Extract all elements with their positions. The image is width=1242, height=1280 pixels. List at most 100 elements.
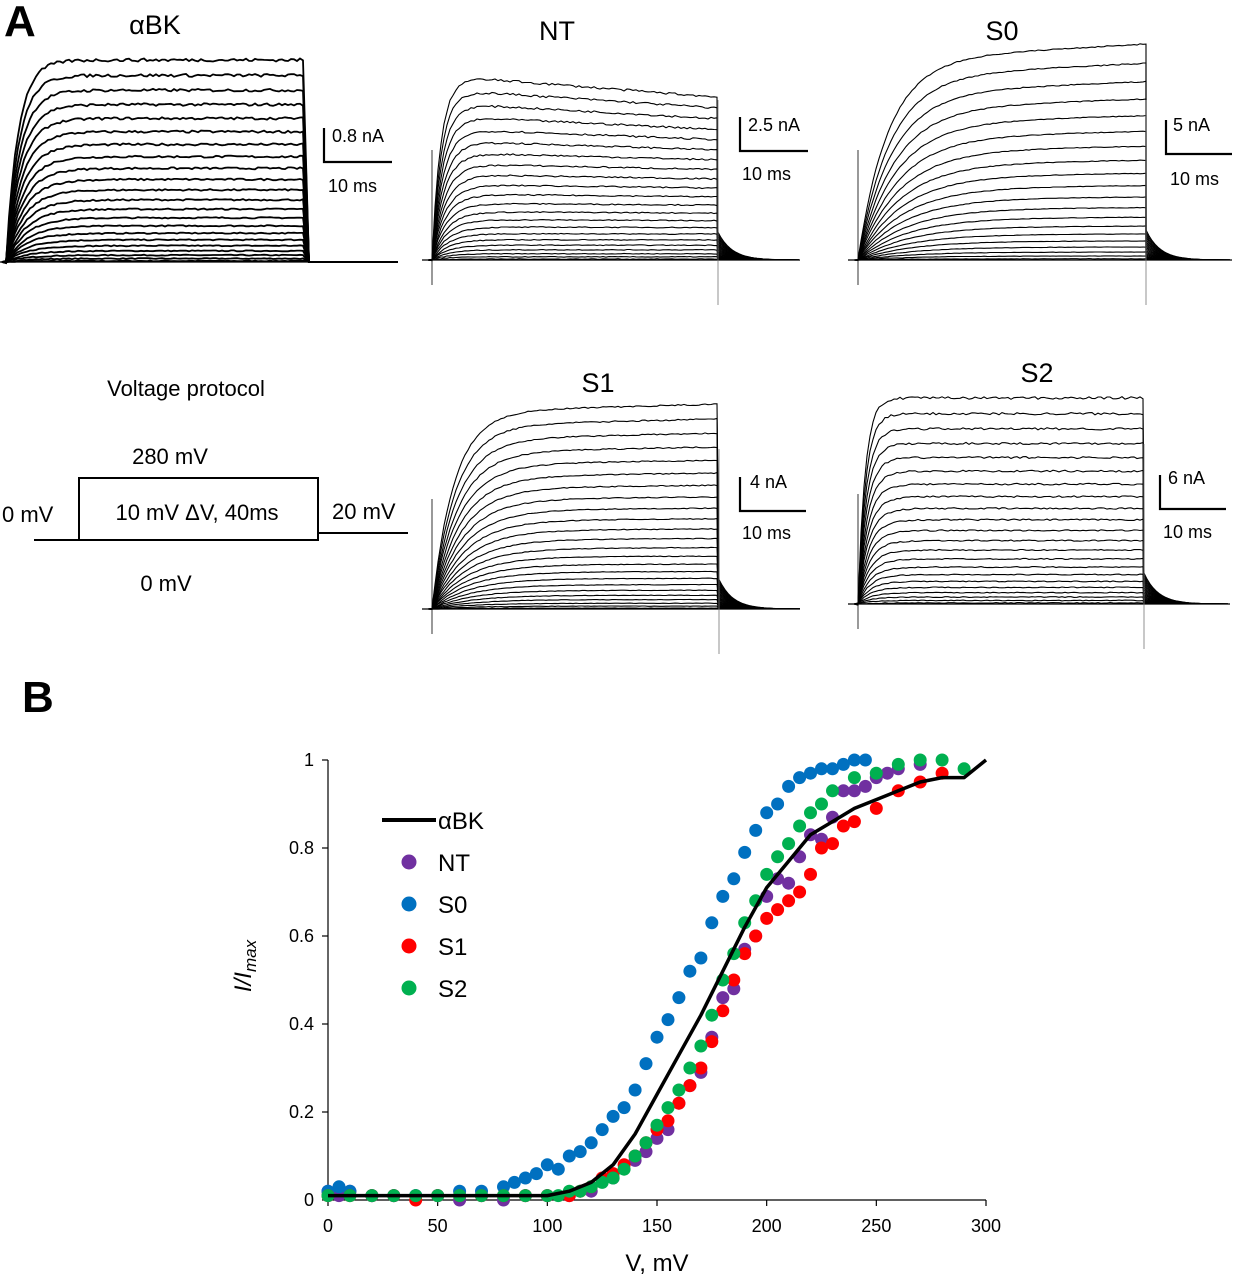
x-tick-label: 0 (323, 1216, 333, 1236)
current-traces-nt (422, 78, 800, 305)
data-point-S1 (705, 1035, 719, 1049)
current-trace (1, 238, 398, 264)
legend: αBK NT S0 S1 S2 (382, 808, 484, 1003)
current-trace (1, 102, 398, 264)
current-trace (853, 196, 1230, 261)
data-point-S0 (804, 766, 817, 780)
data-point-S1 (727, 973, 741, 987)
fit-line (328, 758, 988, 1198)
data-point-S2 (661, 1101, 675, 1115)
data-point-S2 (891, 757, 905, 771)
current-trace (853, 427, 1228, 606)
data-point-S0 (584, 1136, 598, 1150)
current-trace (853, 396, 1228, 606)
current-trace (427, 432, 800, 610)
data-point-S2 (826, 784, 839, 798)
data-point-S0 (782, 779, 796, 793)
current-traces-abk (0, 57, 398, 265)
current-trace (427, 78, 799, 262)
data-point-S1 (683, 1079, 697, 1093)
data-point-S2 (650, 1118, 664, 1132)
data-point-S1 (836, 819, 850, 833)
legend-swatch-S2 (401, 980, 417, 996)
legend-label-S0: S0 (438, 892, 467, 919)
protocol-step-label: 10 mV ΔV, 40ms (115, 500, 278, 525)
data-point-S0 (595, 1123, 609, 1137)
data-point-S2 (782, 837, 796, 851)
data-point-S0 (562, 1149, 576, 1163)
scale-current-s0: 5 nA (1173, 115, 1210, 135)
data-point-S1 (771, 903, 785, 917)
trace-title-s2: S2 (1020, 358, 1053, 388)
scale-bar-abk: 0.8 nA 10 ms (322, 126, 392, 196)
data-point-S0 (628, 1083, 642, 1097)
data-point-NT (836, 784, 850, 798)
data-point-S0 (771, 797, 785, 811)
trace-title-nt: NT (539, 16, 575, 46)
current-trace (1, 253, 398, 263)
data-point-S1 (738, 947, 752, 961)
x-tick-label: 250 (861, 1216, 891, 1236)
y-tick-label: 1 (304, 750, 314, 770)
data-point-S0 (760, 806, 774, 820)
data-point-S0 (793, 771, 807, 785)
current-trace (2, 154, 398, 263)
current-trace (1, 166, 398, 264)
y-axis-title-main: I/I (230, 972, 257, 992)
current-trace (1, 129, 398, 264)
data-point-S1 (749, 929, 763, 943)
data-point-S2 (913, 753, 927, 767)
current-trace (853, 184, 1230, 261)
data-point-S1 (694, 1061, 708, 1075)
data-point-S1 (716, 1004, 730, 1018)
data-point-S0 (661, 1013, 675, 1027)
current-trace (853, 566, 1228, 605)
data-point-S0 (639, 1057, 653, 1071)
current-trace (1, 259, 398, 264)
scale-current-s1: 4 nA (750, 472, 787, 492)
data-point-S1 (782, 894, 796, 908)
scale-time-s2: 10 ms (1163, 522, 1212, 542)
current-trace (1, 142, 398, 263)
scale-time-abk: 10 ms (328, 176, 377, 196)
panel-label-a: A (4, 0, 36, 46)
data-point-S2 (683, 1061, 697, 1075)
data-point-S2 (617, 1162, 631, 1176)
scale-time-s1: 10 ms (742, 523, 791, 543)
current-trace (1, 257, 398, 263)
data-point-S2 (935, 753, 949, 767)
trace-title-s1: S1 (581, 368, 614, 398)
current-trace (427, 174, 799, 261)
current-trace (427, 118, 799, 261)
data-point-S0 (727, 872, 741, 886)
legend-swatch-S0 (401, 896, 417, 912)
current-traces-s2 (848, 396, 1230, 649)
protocol-left-label: 0 mV (2, 502, 54, 527)
panel-label-b: B (22, 673, 54, 722)
data-point-NT (782, 876, 796, 890)
data-point-S0 (858, 753, 872, 767)
current-trace (1, 188, 398, 263)
legend-label-S2: S2 (438, 976, 467, 1003)
data-point-S2 (595, 1175, 609, 1189)
current-trace (427, 403, 800, 610)
current-trace (1, 249, 398, 263)
data-point-S2 (847, 771, 861, 785)
legend-swatch-S1 (401, 938, 417, 954)
current-traces-s1 (422, 403, 801, 654)
data-point-S0 (518, 1171, 532, 1185)
legend-label-S1: S1 (438, 934, 467, 961)
current-trace (1, 57, 398, 265)
scale-bar-s1: 4 nA 10 ms (738, 472, 806, 543)
data-point-S2 (639, 1136, 653, 1150)
data-point-S2 (760, 867, 774, 881)
data-point-NT (771, 872, 785, 886)
trace-title-abk: αBK (129, 10, 181, 40)
protocol-right-label: 20 mV (332, 499, 396, 524)
current-trace (1, 224, 398, 264)
data-point-S0 (617, 1101, 631, 1115)
scale-current-nt: 2.5 nA (748, 115, 800, 135)
y-axis-title: I/Imax (230, 939, 260, 992)
current-trace (427, 141, 799, 261)
